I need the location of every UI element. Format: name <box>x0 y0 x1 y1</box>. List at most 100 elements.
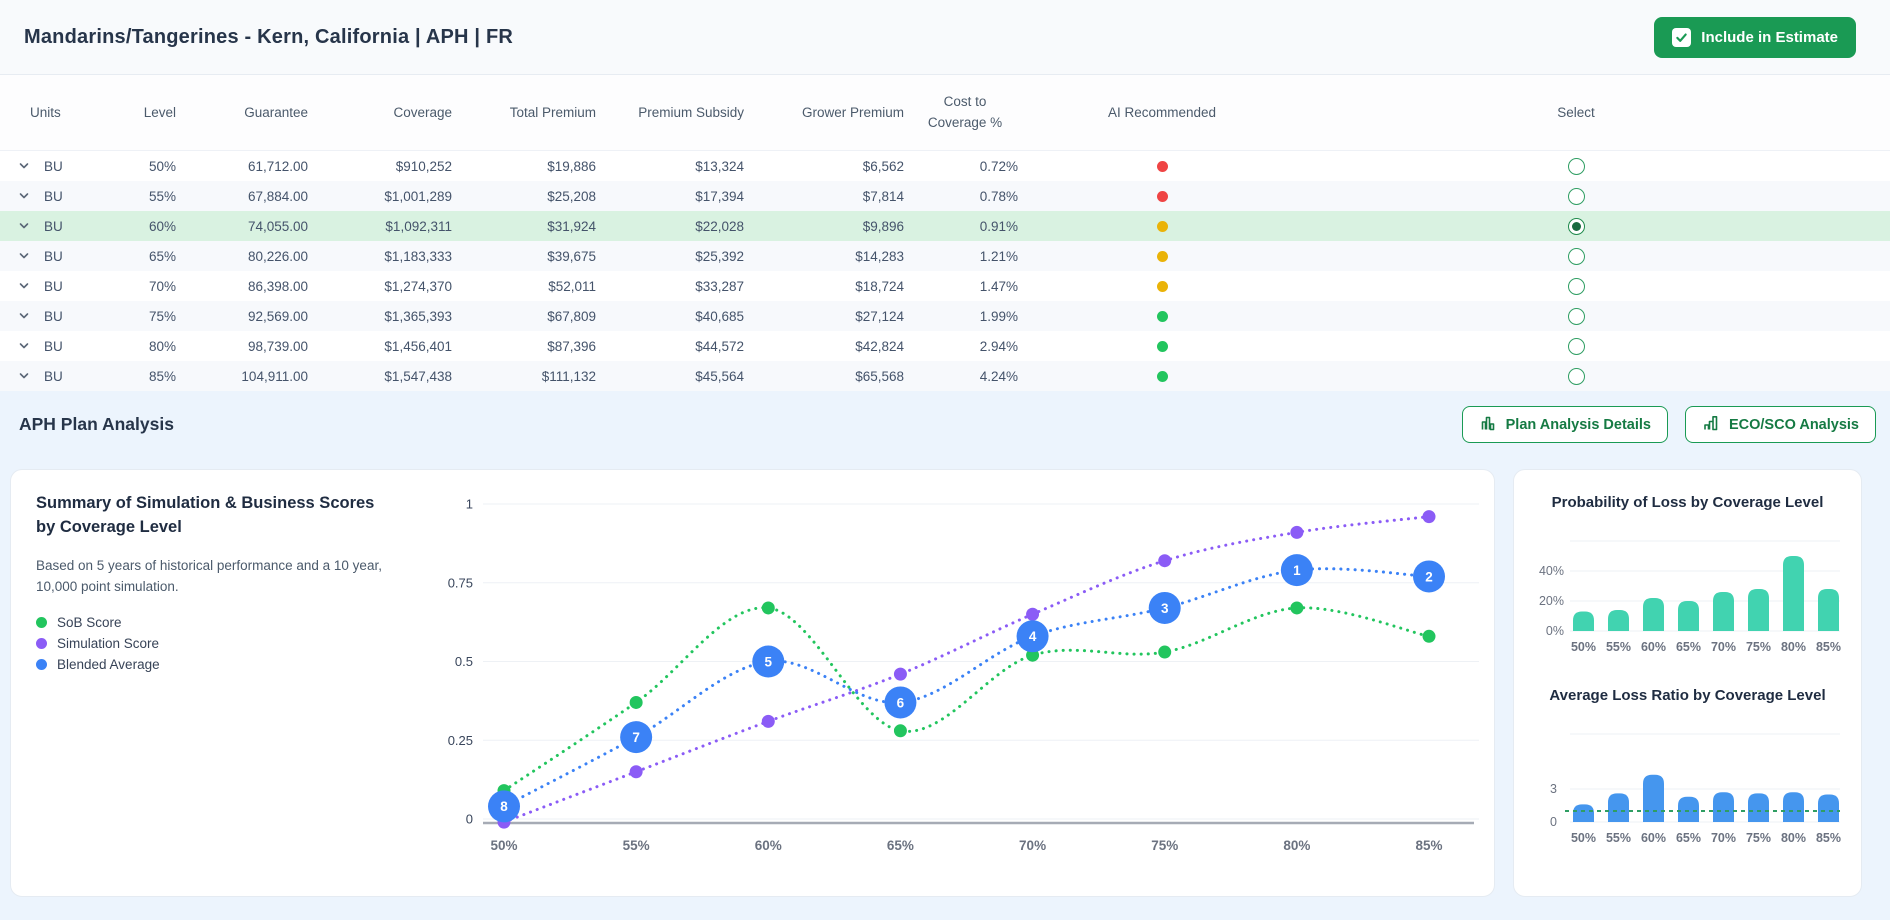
cell-premium-subsidy: $25,392 <box>695 248 744 264</box>
chevron-down-icon <box>19 343 29 349</box>
bar-85 <box>1818 589 1839 631</box>
svg-text:6: 6 <box>897 695 905 710</box>
select-radio-55[interactable] <box>1567 187 1585 205</box>
chevron-down-icon <box>19 373 29 379</box>
svg-text:3: 3 <box>1550 782 1557 796</box>
table-row-level-70: BU 70% 86,398.00 $1,274,370 $52,011 $33,287 $1… <box>0 271 1890 301</box>
include-in-estimate-label: Include in Estimate <box>1701 28 1838 46</box>
svg-text:80%: 80% <box>1781 640 1806 654</box>
cell-select <box>1302 217 1850 235</box>
bar-55 <box>1608 793 1629 822</box>
select-radio-75[interactable] <box>1567 307 1585 325</box>
svg-text:4: 4 <box>1029 629 1037 644</box>
cell-guarantee: 98,739.00 <box>247 338 308 354</box>
cell-ai-recommended <box>1022 370 1302 382</box>
cell-total-premium: $31,924 <box>547 218 596 234</box>
blended-average-point-60: 5 <box>752 645 785 678</box>
blended-average-point-85: 2 <box>1413 560 1445 593</box>
select-radio-70[interactable] <box>1567 277 1585 295</box>
expand-row-button[interactable] <box>16 158 32 174</box>
cell-ai-recommended <box>1022 250 1302 262</box>
legend-label: Simulation Score <box>57 635 160 651</box>
cell-premium-subsidy: $45,564 <box>695 368 744 384</box>
expand-row-button[interactable] <box>16 278 32 294</box>
svg-text:85%: 85% <box>1816 831 1841 845</box>
table-row-level-85: BU 85% 104,911.00 $1,547,438 $111,132 $45,564… <box>0 361 1890 391</box>
select-radio-80[interactable] <box>1567 337 1585 355</box>
cell-guarantee: 61,712.00 <box>247 158 308 174</box>
eco-sco-analysis-label: ECO/SCO Analysis <box>1728 416 1859 433</box>
expand-row-button[interactable] <box>16 368 32 384</box>
select-radio-85[interactable] <box>1567 367 1585 385</box>
expand-row-button[interactable] <box>16 248 32 264</box>
cell-units: BU <box>44 218 63 234</box>
table-row-level-65: BU 65% 80,226.00 $1,183,333 $39,675 $25,392 $1… <box>0 241 1890 271</box>
ai-recommended-green-dot-icon <box>1156 310 1168 322</box>
svg-text:75%: 75% <box>1151 838 1178 853</box>
bar-50 <box>1573 804 1594 822</box>
cell-coverage: $1,092,311 <box>385 218 452 234</box>
cell-level: 50% <box>148 158 176 174</box>
svg-text:70%: 70% <box>1019 838 1046 853</box>
loss-charts-card: Probability of Loss by Coverage Level 0%… <box>1513 469 1862 897</box>
cell-level: 75% <box>148 308 176 324</box>
select-radio-50[interactable] <box>1567 157 1585 175</box>
bar-80 <box>1783 556 1804 631</box>
scores-chart-title: Summary of Simulation & Business Scores … <box>36 494 375 536</box>
eco-sco-analysis-button[interactable]: ECO/SCO Analysis <box>1684 406 1876 443</box>
expand-row-button[interactable] <box>16 338 32 354</box>
bar-65 <box>1678 796 1699 822</box>
svg-text:8: 8 <box>500 799 508 814</box>
cell-premium-subsidy: $22,028 <box>695 218 744 234</box>
plan-analysis-details-button[interactable]: Plan Analysis Details <box>1461 406 1668 443</box>
cell-coverage: $910,252 <box>395 158 452 174</box>
analysis-actions: Plan Analysis Details ECO/SCO Analysis <box>1461 406 1876 443</box>
svg-text:5: 5 <box>765 654 773 669</box>
probability-of-loss-chart: 0% 20% 40% 50% 55% 60% 65% 70% 75% 80% 85% <box>1539 540 1841 654</box>
scores-chart-subtitle: Based on 5 years of historical performan… <box>36 557 382 594</box>
scores-line-chart: 0 0.25 0.5 0.75 1 50% 55% 60% 65% 70% 75% 80% 85% 8 7 5… <box>448 497 1479 853</box>
column-header-ai-recommended: AI Recommended <box>1107 105 1217 120</box>
cell-level: 65% <box>148 248 176 264</box>
svg-text:75%: 75% <box>1746 640 1771 654</box>
cell-coverage: $1,183,333 <box>384 248 452 264</box>
cell-select <box>1302 367 1850 385</box>
cell-premium-subsidy: $13,324 <box>695 158 744 174</box>
legend-label: SoB Score <box>57 614 122 630</box>
cell-cost-to-coverage: 1.21% <box>979 248 1018 264</box>
cell-ai-recommended <box>1022 280 1302 292</box>
svg-text:50%: 50% <box>1571 831 1596 845</box>
table-row-level-55: BU 55% 67,884.00 $1,001,289 $25,208 $17,394 $7… <box>0 181 1890 211</box>
table-row-level-75: BU 75% 92,569.00 $1,365,393 $67,809 $40,685 $2… <box>0 301 1890 331</box>
svg-text:0.5: 0.5 <box>455 654 473 669</box>
ai-recommended-red-dot-icon <box>1156 190 1168 202</box>
cell-grower-premium: $6,562 <box>862 158 904 174</box>
bar-75 <box>1748 793 1769 822</box>
cell-total-premium: $111,132 <box>541 368 596 384</box>
cell-premium-subsidy: $17,394 <box>695 188 744 204</box>
bar-85 <box>1818 794 1839 822</box>
cell-level: 60% <box>148 218 176 234</box>
cell-units: BU <box>44 308 63 324</box>
svg-text:0: 0 <box>466 812 473 827</box>
expand-row-button[interactable] <box>16 218 32 234</box>
cell-ai-recommended <box>1022 190 1302 202</box>
aph-plan-analysis-section: APH Plan Analysis Plan Analysis Details … <box>0 391 1890 920</box>
plan-analysis-details-label: Plan Analysis Details <box>1505 416 1651 433</box>
expand-row-button[interactable] <box>16 188 32 204</box>
cell-grower-premium: $27,124 <box>855 308 904 324</box>
bar-chart-icon <box>1479 414 1497 436</box>
cell-total-premium: $19,886 <box>547 158 596 174</box>
blended-average-point-50: 8 <box>488 790 520 823</box>
cell-units: BU <box>44 338 63 354</box>
cell-coverage: $1,274,370 <box>384 278 452 294</box>
column-header-grower-premium: Grower Premium <box>801 105 904 120</box>
cell-grower-premium: $9,896 <box>862 218 904 234</box>
include-in-estimate-button[interactable]: Include in Estimate <box>1654 16 1856 58</box>
select-radio-60[interactable] <box>1567 217 1585 235</box>
bar-60 <box>1643 598 1664 631</box>
svg-text:60%: 60% <box>1641 640 1666 654</box>
expand-row-button[interactable] <box>16 308 32 324</box>
page-title: Mandarins/Tangerines - Kern, California … <box>24 25 514 48</box>
select-radio-65[interactable] <box>1567 247 1585 265</box>
